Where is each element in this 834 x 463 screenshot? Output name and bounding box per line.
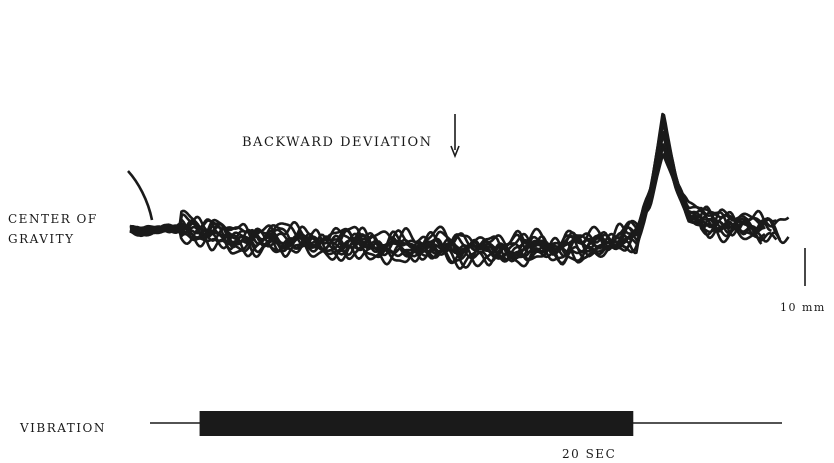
trace-12 — [130, 130, 782, 269]
ylabel-line-1: CENTER OF — [8, 212, 98, 226]
vibration-label: VIBRATION — [19, 421, 106, 435]
vibration-stimulus — [150, 411, 782, 436]
time-label: 20 SEC — [562, 447, 616, 461]
scale-bar-label: 10 mm — [780, 301, 826, 314]
stimulus-on-bar — [199, 411, 634, 436]
center-of-gravity-traces — [127, 112, 790, 270]
trace-start-tail — [127, 170, 154, 221]
trace-11 — [129, 112, 777, 264]
backward-deviation-annotation: BACKWARD DEVIATION — [242, 135, 433, 150]
backward-deviation-arrow — [450, 114, 460, 159]
ylabel-line-2: GRAVITY — [8, 232, 75, 246]
arrow-head — [450, 145, 460, 159]
